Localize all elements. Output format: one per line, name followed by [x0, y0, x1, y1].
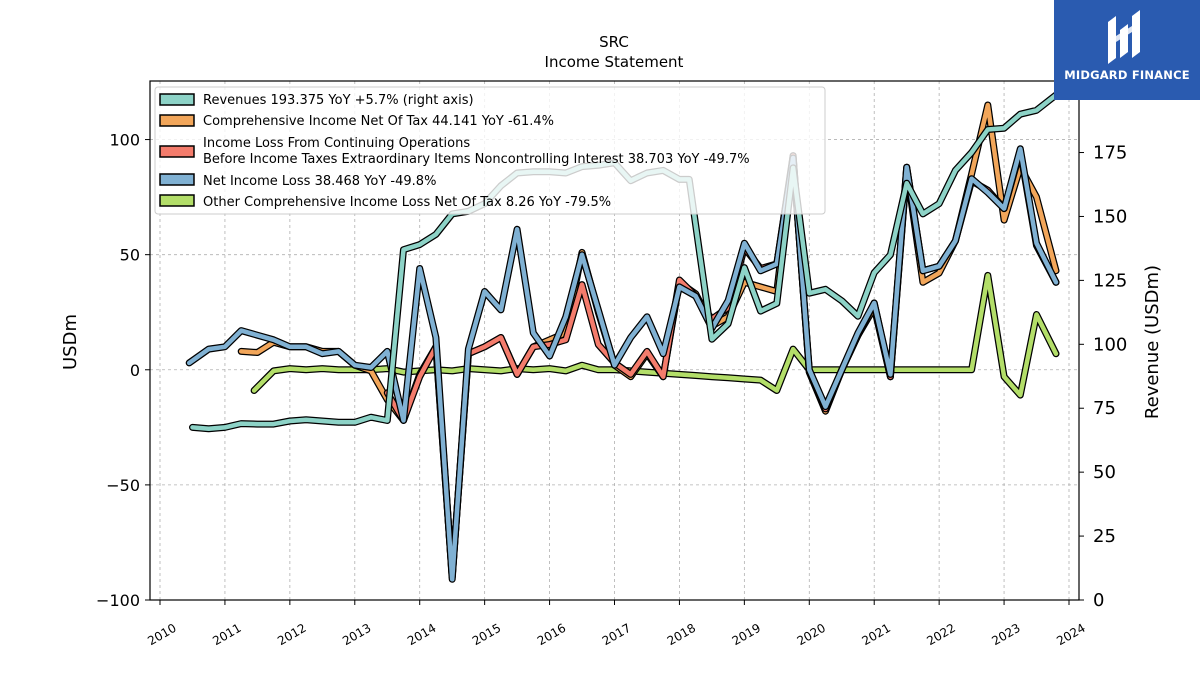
x-tick-label: 2019 — [730, 621, 763, 648]
series-line-income-loss-from-continuing-operations-b — [385, 148, 1059, 580]
x-tick-label: 2011 — [210, 621, 243, 648]
legend-label-net-income-loss: Net Income Loss 38.468 YoY -49.8% — [203, 174, 436, 189]
midgard-logo-icon — [1108, 10, 1140, 64]
series-outline-income-loss-from-continuing-operations-b — [383, 147, 1060, 581]
x-axis-ticks: 2010 2011 2012 2013 2014 2015 2016 2017 2018 2019… — [145, 600, 1088, 648]
brand-logo: MIDGARD FINANCE — [1054, 0, 1200, 100]
legend: Revenues 193.375 YoY +5.7% (right axis) … — [154, 86, 826, 215]
x-tick-label: 2017 — [600, 621, 633, 648]
x-tick-label: 2015 — [470, 621, 503, 648]
y2-tick-label: 100 — [1093, 334, 1127, 355]
legend-swatch-revenues — [159, 93, 195, 106]
y-tick-label: −50 — [106, 476, 140, 495]
x-tick-label: 2021 — [859, 621, 892, 648]
x-tick-label: 2016 — [535, 621, 568, 648]
legend-swatch-other-comprehensive — [159, 194, 195, 207]
x-tick-label: 2014 — [405, 621, 438, 648]
legend-label-revenues: Revenues 193.375 YoY +5.7% (right axis) — [203, 93, 474, 108]
y-tick-label: 100 — [109, 131, 140, 150]
x-tick-label: 2013 — [340, 621, 373, 648]
legend-label-other-comprehensive: Other Comprehensive Income Loss Net Of T… — [203, 195, 611, 210]
y2-tick-label: 25 — [1093, 526, 1116, 547]
y2-tick-label: 150 — [1093, 206, 1127, 227]
legend-swatch-income-loss-continuing — [159, 145, 195, 158]
y2-tick-label: 0 — [1093, 590, 1104, 611]
legend-swatch-comprehensive-income — [159, 114, 195, 127]
y2-tick-label: 75 — [1093, 398, 1116, 419]
legend-label-comprehensive-income: Comprehensive Income Net Of Tax 44.141 Y… — [203, 114, 554, 129]
legend-label-income-loss-continuing-2: Before Income Taxes Extraordinary Items … — [203, 152, 750, 167]
legend-swatch-net-income-loss — [159, 173, 195, 186]
y-tick-label: −100 — [96, 591, 140, 610]
x-tick-label: 2023 — [989, 621, 1022, 648]
y-tick-label: 50 — [120, 246, 140, 265]
y2-tick-label: 175 — [1093, 143, 1127, 164]
x-tick-label: 2012 — [275, 621, 308, 648]
legend-box — [154, 86, 826, 215]
y2-axis-ticks: 0 25 50 75 100 125 150 175 — [1079, 143, 1127, 611]
chart-subtitle: Income Statement — [545, 53, 684, 71]
y2-tick-label: 50 — [1093, 462, 1116, 483]
x-tick-label: 2024 — [1054, 621, 1087, 648]
x-tick-label: 2022 — [924, 621, 957, 648]
series-lines — [185, 91, 1060, 583]
x-tick-label: 2018 — [665, 621, 698, 648]
y-axis-ticks: −100 −50 0 50 100 — [96, 131, 150, 610]
y-tick-label: 0 — [130, 361, 140, 380]
x-tick-label: 2010 — [145, 621, 178, 648]
y2-tick-label: 125 — [1093, 270, 1127, 291]
y2-axis-label: Revenue (USDm) — [1142, 265, 1163, 419]
y-axis-label: USDm — [60, 314, 81, 370]
brand-name: MIDGARD FINANCE — [1064, 68, 1190, 82]
legend-label-income-loss-continuing-1: Income Loss From Continuing Operations — [203, 136, 470, 151]
chart-title: SRC — [599, 33, 629, 51]
x-tick-label: 2020 — [795, 621, 828, 648]
